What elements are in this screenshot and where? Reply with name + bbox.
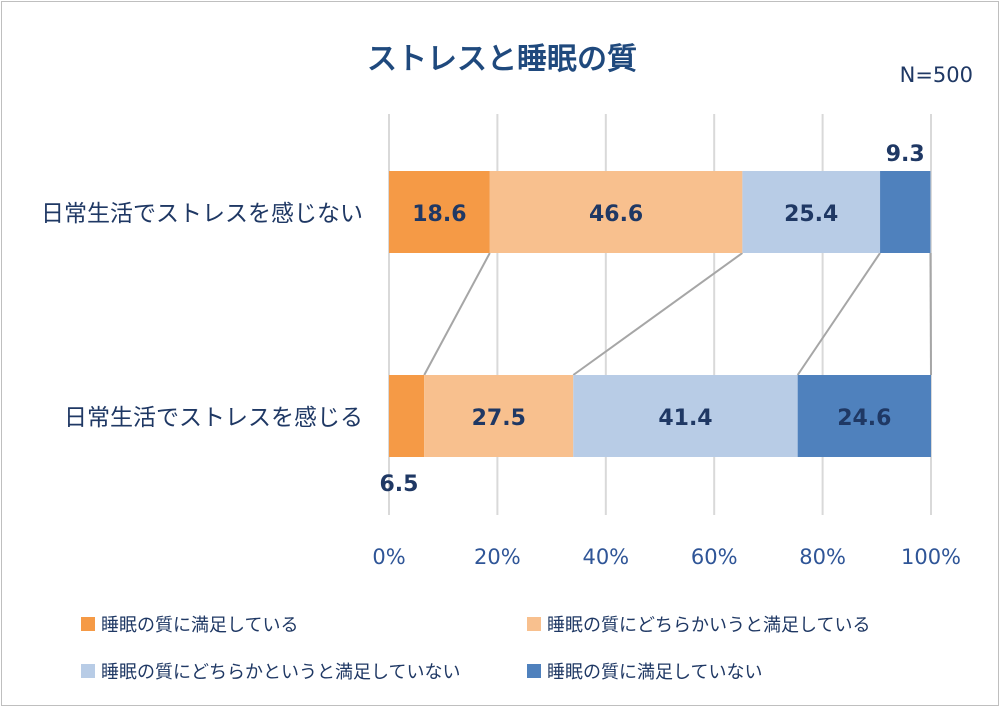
legend-swatch bbox=[81, 617, 95, 631]
data-label: 27.5 bbox=[472, 406, 526, 431]
legend-label: 睡眠の質に満足している bbox=[101, 615, 298, 636]
legend: 睡眠の質に満足している 睡眠の質にどちらかいうと満足している睡眠の質にどちらかとい… bbox=[81, 615, 870, 683]
data-label: 9.3 bbox=[886, 142, 925, 167]
x-axis-ticks: 0% 20% 40% 60% 80% 100% bbox=[372, 545, 961, 569]
data-label: 41.4 bbox=[658, 406, 712, 431]
legend-item: 睡眠の質に満足していない bbox=[527, 662, 762, 683]
legend-item: 睡眠の質にどちらかというと満足していない bbox=[81, 662, 460, 683]
bar-segment bbox=[389, 171, 490, 253]
chart-title: ストレスと睡眠の質 bbox=[367, 42, 637, 77]
legend-label: 睡眠の質にどちらかというと満足していない bbox=[101, 662, 460, 683]
series-line bbox=[423, 252, 491, 376]
bar-segment bbox=[489, 171, 743, 253]
x-tick-label: 60% bbox=[691, 545, 738, 569]
bar-segment bbox=[573, 375, 798, 457]
x-tick-label: 0% bbox=[372, 545, 405, 569]
data-label: 25.4 bbox=[784, 202, 838, 227]
series-line bbox=[796, 252, 881, 376]
data-label: 6.5 bbox=[380, 472, 419, 497]
series-lines bbox=[423, 252, 932, 376]
x-tick-label: 40% bbox=[582, 545, 629, 569]
legend-label: 睡眠の質にどちらかいうと満足している bbox=[547, 615, 870, 636]
x-tick-label: 80% bbox=[799, 545, 846, 569]
bar-segment bbox=[389, 375, 425, 457]
category-label: 日常生活でストレスを感じない bbox=[41, 201, 363, 227]
bars bbox=[389, 171, 931, 457]
category-label: 日常生活でストレスを感じる bbox=[64, 405, 363, 431]
series-line bbox=[929, 252, 932, 376]
bar-segment bbox=[880, 171, 931, 253]
legend-label: 睡眠の質に満足していない bbox=[547, 662, 762, 683]
legend-swatch bbox=[527, 617, 541, 631]
bar-segment bbox=[797, 375, 931, 457]
data-label: 18.6 bbox=[412, 202, 466, 227]
legend-swatch bbox=[527, 664, 541, 678]
x-tick-label: 20% bbox=[474, 545, 521, 569]
x-tick-label: 100% bbox=[901, 545, 961, 569]
legend-swatch bbox=[81, 664, 95, 678]
series-line bbox=[572, 252, 743, 376]
data-label: 24.6 bbox=[837, 406, 891, 431]
legend-item: 睡眠の質にどちらかいうと満足している bbox=[527, 615, 870, 636]
bar-segment bbox=[424, 375, 574, 457]
legend-item: 睡眠の質に満足している bbox=[81, 615, 298, 636]
bar-segment bbox=[742, 171, 881, 253]
data-labels: 18.6 46.6 25.4 9.3 6.5 27.5 41.4 24.6 bbox=[380, 142, 925, 497]
data-label: 46.6 bbox=[589, 202, 643, 227]
sample-size-note: N=500 bbox=[900, 63, 973, 87]
